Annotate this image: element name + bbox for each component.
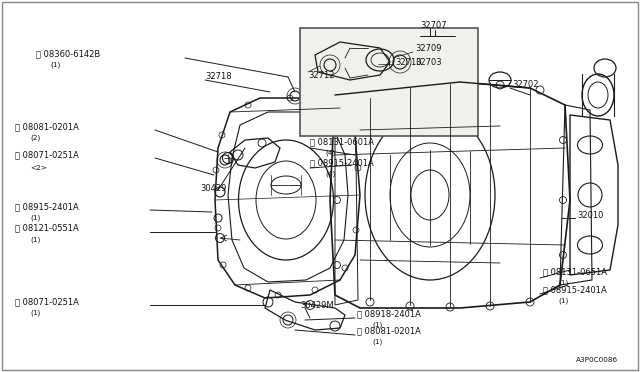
Text: ⒲ 08131-0601A: ⒲ 08131-0601A <box>310 138 374 147</box>
Text: (4): (4) <box>325 171 335 177</box>
Text: A3P0C0086: A3P0C0086 <box>576 357 618 363</box>
Text: 30429M: 30429M <box>300 301 333 310</box>
Text: 32702: 32702 <box>512 80 538 89</box>
Text: (1): (1) <box>30 237 40 243</box>
Text: ⒲ 08081-0201A: ⒲ 08081-0201A <box>357 327 421 336</box>
Text: ⓝ 08918-2401A: ⓝ 08918-2401A <box>357 310 421 318</box>
Text: 32010: 32010 <box>577 211 604 219</box>
Text: (1): (1) <box>558 280 568 286</box>
Text: (1): (1) <box>372 339 382 345</box>
Text: ⒲ 08081-0201A: ⒲ 08081-0201A <box>15 122 79 131</box>
Text: 32712: 32712 <box>308 71 335 80</box>
Text: 32718: 32718 <box>205 71 232 80</box>
Text: (1): (1) <box>30 215 40 221</box>
Text: Ⓜ 08360-6142B: Ⓜ 08360-6142B <box>36 49 100 58</box>
Text: 32707: 32707 <box>420 20 447 29</box>
Text: ⓜ 08915-2401A: ⓜ 08915-2401A <box>310 158 374 167</box>
Text: (1): (1) <box>50 62 60 68</box>
Text: (2): (2) <box>30 135 40 141</box>
Text: <2>: <2> <box>30 165 47 171</box>
Bar <box>300 28 478 136</box>
Text: (1): (1) <box>372 322 382 328</box>
Text: 32703: 32703 <box>415 58 442 67</box>
Text: (1): (1) <box>30 310 40 316</box>
Text: (1): (1) <box>558 298 568 304</box>
Text: ⓜ 08915-2401A: ⓜ 08915-2401A <box>543 285 607 295</box>
Text: ⒲ 08131-0651A: ⒲ 08131-0651A <box>543 267 607 276</box>
Text: 32709: 32709 <box>415 44 442 52</box>
Text: 32710: 32710 <box>395 58 422 67</box>
Text: (4): (4) <box>325 150 335 156</box>
Text: ⒲ 08071-0251A: ⒲ 08071-0251A <box>15 151 79 160</box>
Text: ⓜ 08915-2401A: ⓜ 08915-2401A <box>15 202 79 212</box>
Text: ⒲ 08071-0251A: ⒲ 08071-0251A <box>15 298 79 307</box>
Text: ⒲ 08121-0551A: ⒲ 08121-0551A <box>15 224 79 232</box>
Text: 30429: 30429 <box>200 183 227 192</box>
